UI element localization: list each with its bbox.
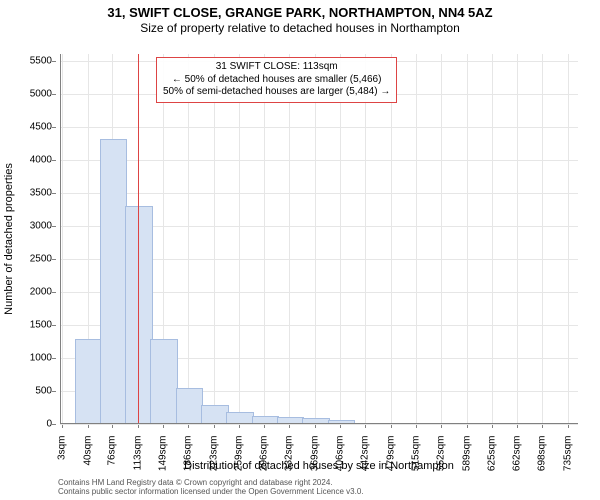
y-tick-mark — [52, 94, 56, 95]
gridline-v — [391, 54, 392, 424]
gridline-v — [416, 54, 417, 424]
y-tick-mark — [52, 127, 56, 128]
y-tick-label: 2500 — [30, 253, 52, 264]
y-tick-mark — [52, 259, 56, 260]
y-axis-ticks: 0500100015002000250030003500400045005000… — [0, 54, 56, 424]
plot-canvas: 31 SWIFT CLOSE: 113sqm← 50% of detached … — [60, 54, 578, 424]
gridline-v — [542, 54, 543, 424]
gridline-v — [340, 54, 341, 424]
footer: Contains HM Land Registry data © Crown c… — [58, 479, 364, 497]
gridline-v — [289, 54, 290, 424]
gridline-v — [441, 54, 442, 424]
y-tick-mark — [52, 391, 56, 392]
annotation-line1: 31 SWIFT CLOSE: 113sqm — [163, 61, 390, 74]
y-tick-mark — [52, 358, 56, 359]
gridline-v — [264, 54, 265, 424]
y-tick-mark — [52, 61, 56, 62]
y-tick-label: 4500 — [30, 121, 52, 132]
y-tick-mark — [52, 160, 56, 161]
y-tick-label: 1500 — [30, 319, 52, 330]
property-marker-line — [138, 54, 139, 424]
gridline-v — [568, 54, 569, 424]
y-tick-mark — [52, 193, 56, 194]
gridline-v — [492, 54, 493, 424]
histogram-bar — [150, 339, 177, 424]
x-axis-line — [60, 423, 578, 424]
x-axis-title: Distribution of detached houses by size … — [60, 460, 578, 472]
plot-area: 31 SWIFT CLOSE: 113sqm← 50% of detached … — [60, 54, 578, 424]
y-tick-label: 5500 — [30, 55, 52, 66]
gridline-v — [188, 54, 189, 424]
gridline-v — [315, 54, 316, 424]
y-tick-label: 500 — [35, 385, 52, 396]
y-tick-mark — [52, 325, 56, 326]
y-tick-label: 2000 — [30, 286, 52, 297]
annotation-line2: ← 50% of detached houses are smaller (5,… — [163, 74, 390, 87]
annotation-line3: 50% of semi-detached houses are larger (… — [163, 86, 390, 99]
y-tick-mark — [52, 226, 56, 227]
footer-line2: Contains public sector information licen… — [58, 488, 364, 497]
histogram-bar — [201, 405, 228, 425]
gridline-v — [467, 54, 468, 424]
histogram-bar — [125, 206, 152, 424]
y-axis-line — [60, 54, 61, 424]
gridline-v — [239, 54, 240, 424]
chart-page: 31, SWIFT CLOSE, GRANGE PARK, NORTHAMPTO… — [0, 0, 600, 500]
gridline-h — [60, 424, 578, 425]
chart-title-line1: 31, SWIFT CLOSE, GRANGE PARK, NORTHAMPTO… — [0, 0, 600, 21]
gridline-v — [62, 54, 63, 424]
y-tick-label: 5000 — [30, 88, 52, 99]
y-tick-mark — [52, 424, 56, 425]
y-tick-label: 1000 — [30, 352, 52, 363]
chart-title-line2: Size of property relative to detached ho… — [0, 21, 600, 36]
annotation-box: 31 SWIFT CLOSE: 113sqm← 50% of detached … — [156, 57, 397, 103]
histogram-bar — [100, 139, 127, 424]
histogram-bar — [75, 339, 102, 424]
gridline-v — [214, 54, 215, 424]
histogram-bar — [176, 388, 203, 424]
gridline-v — [365, 54, 366, 424]
y-tick-label: 4000 — [30, 154, 52, 165]
x-tick-label: 3sqm — [57, 436, 68, 460]
y-tick-label: 3500 — [30, 187, 52, 198]
y-tick-label: 3000 — [30, 220, 52, 231]
y-tick-mark — [52, 292, 56, 293]
gridline-v — [517, 54, 518, 424]
